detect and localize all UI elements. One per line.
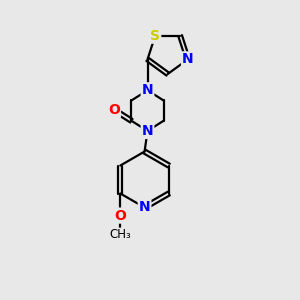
Text: CH₃: CH₃ [110,228,131,241]
Text: N: N [139,200,150,214]
Text: O: O [108,103,120,117]
Text: N: N [142,124,153,138]
Text: O: O [114,208,126,223]
Text: N: N [142,83,153,97]
Text: S: S [150,29,160,43]
Text: N: N [182,52,194,66]
